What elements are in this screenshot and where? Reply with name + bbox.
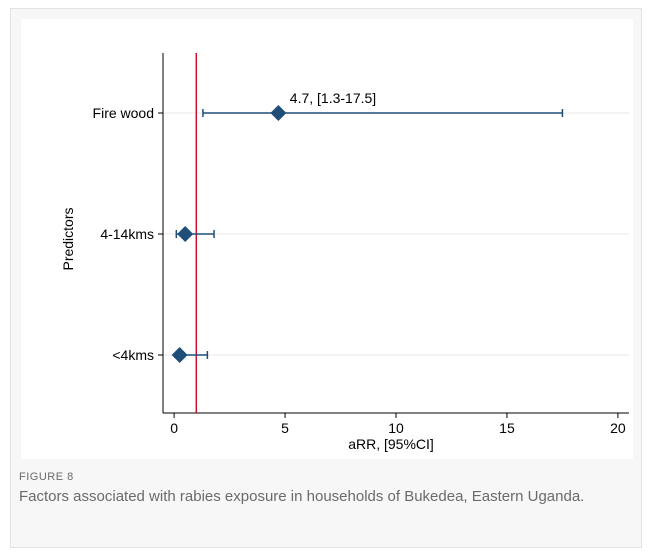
x-tick-label: 20 — [610, 420, 626, 436]
y-tick-label: Fire wood — [93, 105, 154, 121]
y-tick-label: <4kms — [112, 347, 154, 363]
y-tick-label: 4-14kms — [100, 226, 154, 242]
x-tick-label: 0 — [170, 420, 178, 436]
figure-label: FIGURE 8 — [19, 471, 74, 483]
x-tick-label: 10 — [388, 420, 404, 436]
x-tick-label: 15 — [499, 420, 515, 436]
marks-layer: 4.7, [1.3-17.5] — [171, 90, 564, 363]
y-axis-title: Predictors — [60, 207, 76, 270]
ticks-layer: Fire wood 4-14kms <4kms 0 5 10 15 20 — [93, 105, 626, 436]
x-axis-title: aRR, [95%CI] — [348, 436, 434, 452]
axis-layer — [162, 53, 629, 414]
figure-caption: Factors associated with rabies exposure … — [19, 488, 585, 505]
estimate-marker — [177, 226, 194, 242]
estimate-marker — [171, 347, 188, 363]
figure-card: 4.7, [1.3-17.5] Fire wood 4-14kms <4kms 0 5 1… — [10, 8, 642, 548]
data-label: 4.7, [1.3-17.5] — [290, 90, 376, 106]
grid-layer — [163, 112, 629, 356]
plot-area: 4.7, [1.3-17.5] Fire wood 4-14kms <4kms 0 5 1… — [21, 19, 633, 459]
forest-plot: 4.7, [1.3-17.5] Fire wood 4-14kms <4kms 0 5 1… — [60, 53, 629, 452]
estimate-marker — [270, 105, 287, 121]
x-tick-label: 5 — [281, 420, 289, 436]
